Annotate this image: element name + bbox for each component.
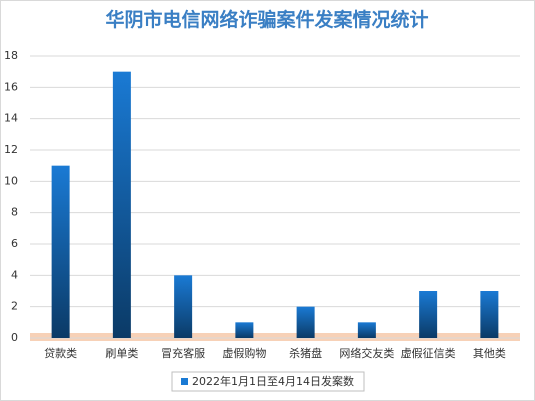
y-tick-label: 4: [11, 268, 18, 281]
y-tick-label: 6: [11, 237, 18, 250]
legend-box: [171, 371, 365, 392]
legend-label: 2022年1月1日至4月14日发案数: [192, 374, 354, 388]
bar: [357, 322, 376, 338]
bar: [235, 322, 254, 338]
bar: [51, 165, 70, 338]
x-tick-label: 贷款类: [44, 346, 77, 360]
y-tick-label: 0: [11, 331, 18, 344]
chart-title: 华阴市电信网络诈骗案件发案情况统计: [105, 8, 428, 31]
y-tick-label: 16: [4, 80, 18, 93]
y-tick-label: 10: [4, 174, 18, 187]
legend-swatch: [181, 378, 188, 385]
bar: [419, 291, 438, 338]
y-tick-label: 18: [4, 49, 18, 62]
y-tick-label: 2: [11, 300, 18, 313]
y-tick-label: 12: [4, 143, 18, 156]
y-tick-label: 14: [4, 112, 18, 125]
x-tick-label: 刷单类: [105, 346, 138, 360]
bar: [296, 306, 315, 338]
baseline-band: [30, 333, 520, 341]
x-tick-label: 虚假征信类: [401, 346, 456, 360]
x-tick-label: 网络交友类: [339, 346, 394, 360]
bar: [480, 291, 499, 338]
bar: [112, 71, 131, 339]
bar: [174, 275, 193, 338]
x-tick-label: 冒充客服: [161, 346, 205, 360]
x-tick-label: 虚假购物: [222, 346, 266, 360]
x-tick-label: 杀猪盘: [289, 346, 322, 360]
x-tick-label: 其他类: [473, 346, 506, 360]
y-tick-label: 8: [11, 206, 18, 219]
